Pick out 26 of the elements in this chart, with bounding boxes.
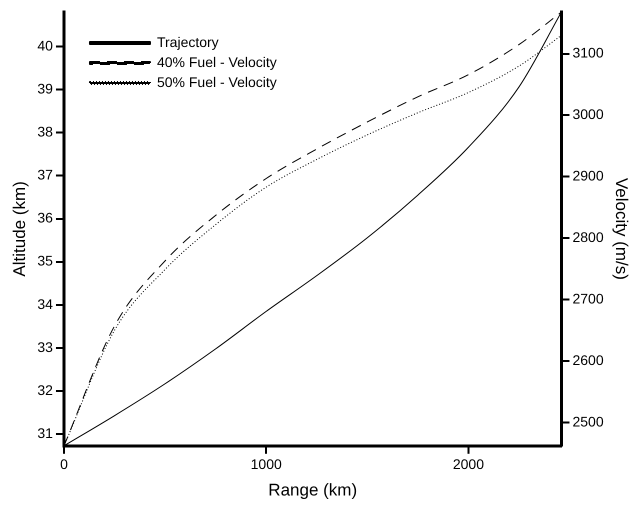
y2-tick-label: 2800 xyxy=(572,228,604,245)
y-tick-label: 38 xyxy=(37,123,54,140)
y2-tick-label: 2700 xyxy=(572,290,604,306)
y2-tick-label: 3100 xyxy=(572,44,604,61)
y2-tick-label: 3000 xyxy=(572,106,604,122)
y-tick-label: 33 xyxy=(37,338,54,355)
x-tick-label: 0 xyxy=(60,456,68,472)
y-tick-label: 36 xyxy=(37,210,54,226)
x-axis-title: Range (km) xyxy=(268,480,358,500)
y2-axis-title: Velocity (m/s) xyxy=(612,178,632,280)
y2-tick-label: 2900 xyxy=(572,168,604,184)
x-tick-label: 2000 xyxy=(452,456,484,472)
y-tick-label: 31 xyxy=(37,425,54,442)
legend-label: 40% Fuel - Velocity xyxy=(156,54,277,70)
y2-tick-label: 2500 xyxy=(572,413,604,430)
legend-label: Trajectory xyxy=(156,34,219,50)
y-axis-title: Altitude (km) xyxy=(10,181,29,277)
y-tick-label: 39 xyxy=(37,80,54,96)
legend-label: 50% Fuel - Velocity xyxy=(156,74,277,90)
y-tick-label: 32 xyxy=(37,382,54,398)
x-tick-label: 1000 xyxy=(250,456,282,472)
y2-tick-label: 2600 xyxy=(572,352,604,368)
y-tick-label: 40 xyxy=(37,37,54,54)
y-tick-label: 37 xyxy=(37,166,54,183)
y-tick-label: 34 xyxy=(37,296,54,312)
y-tick-label: 35 xyxy=(37,252,54,269)
